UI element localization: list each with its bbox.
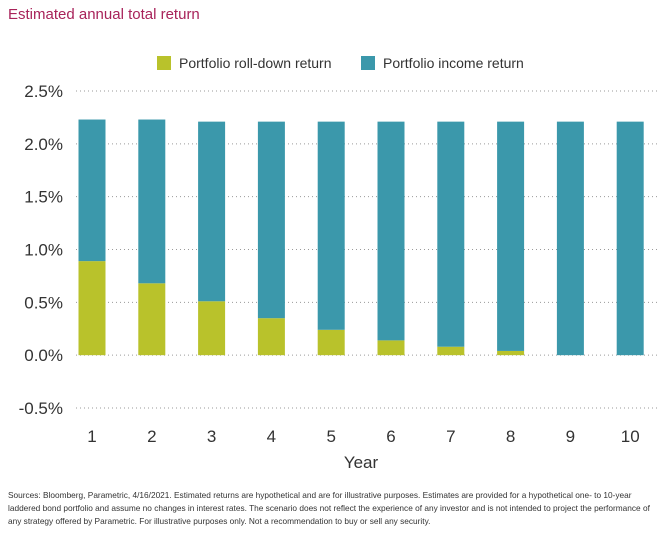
bar-income [616,121,644,356]
bar-rolldown [138,283,166,356]
x-axis-label: Year [344,453,379,472]
legend-label: Portfolio roll-down return [179,55,332,71]
y-tick-label: 0.0% [24,346,63,365]
bars [78,119,644,356]
x-tick-label: 6 [386,427,395,446]
y-tick-label: 0.5% [24,293,63,312]
y-axis-ticks: 2.5% 2.0% 1.5% 1.0% 0.5% 0.0% -0.5% [19,82,63,418]
bar-rolldown [377,340,405,356]
bar-income [198,121,226,302]
bar-rolldown [497,350,525,356]
x-tick-label: 4 [267,427,276,446]
legend-swatch [157,56,171,70]
stacked-bar-chart: Portfolio roll-down return Portfolio inco… [19,55,660,472]
bar-income [556,121,584,356]
bar-rolldown [257,318,285,356]
y-tick-label: 2.0% [24,135,63,154]
bar-rolldown [317,329,345,356]
x-tick-label: 10 [621,427,640,446]
footnote: Sources: Bloomberg, Parametric, 4/16/202… [8,490,650,526]
bar-income [257,121,285,319]
bar-rolldown [198,301,226,356]
legend-swatch [361,56,375,70]
x-tick-label: 8 [506,427,515,446]
x-tick-label: 5 [326,427,335,446]
bar-income [317,121,345,330]
x-tick-label: 9 [566,427,575,446]
x-tick-label: 2 [147,427,156,446]
x-tick-label: 1 [87,427,96,446]
chart-title: Estimated annual total return [8,6,200,23]
gridlines [76,90,660,409]
bar-rolldown [78,261,106,356]
x-tick-label: 7 [446,427,455,446]
x-tick-label: 3 [207,427,216,446]
bar-income [78,119,106,262]
legend: Portfolio roll-down return Portfolio inco… [157,55,524,71]
legend-label: Portfolio income return [383,55,524,71]
bar-income [497,121,525,351]
x-axis-ticks: 1 2 3 4 5 6 7 8 9 10 [87,427,639,446]
y-tick-label: 2.5% [24,82,63,101]
bar-rolldown [437,346,465,356]
y-tick-label: 1.5% [24,188,63,207]
y-tick-label: 1.0% [24,241,63,260]
y-tick-label: -0.5% [19,399,63,418]
bar-income [377,121,405,341]
bar-income [437,121,465,347]
bar-income [138,119,166,284]
